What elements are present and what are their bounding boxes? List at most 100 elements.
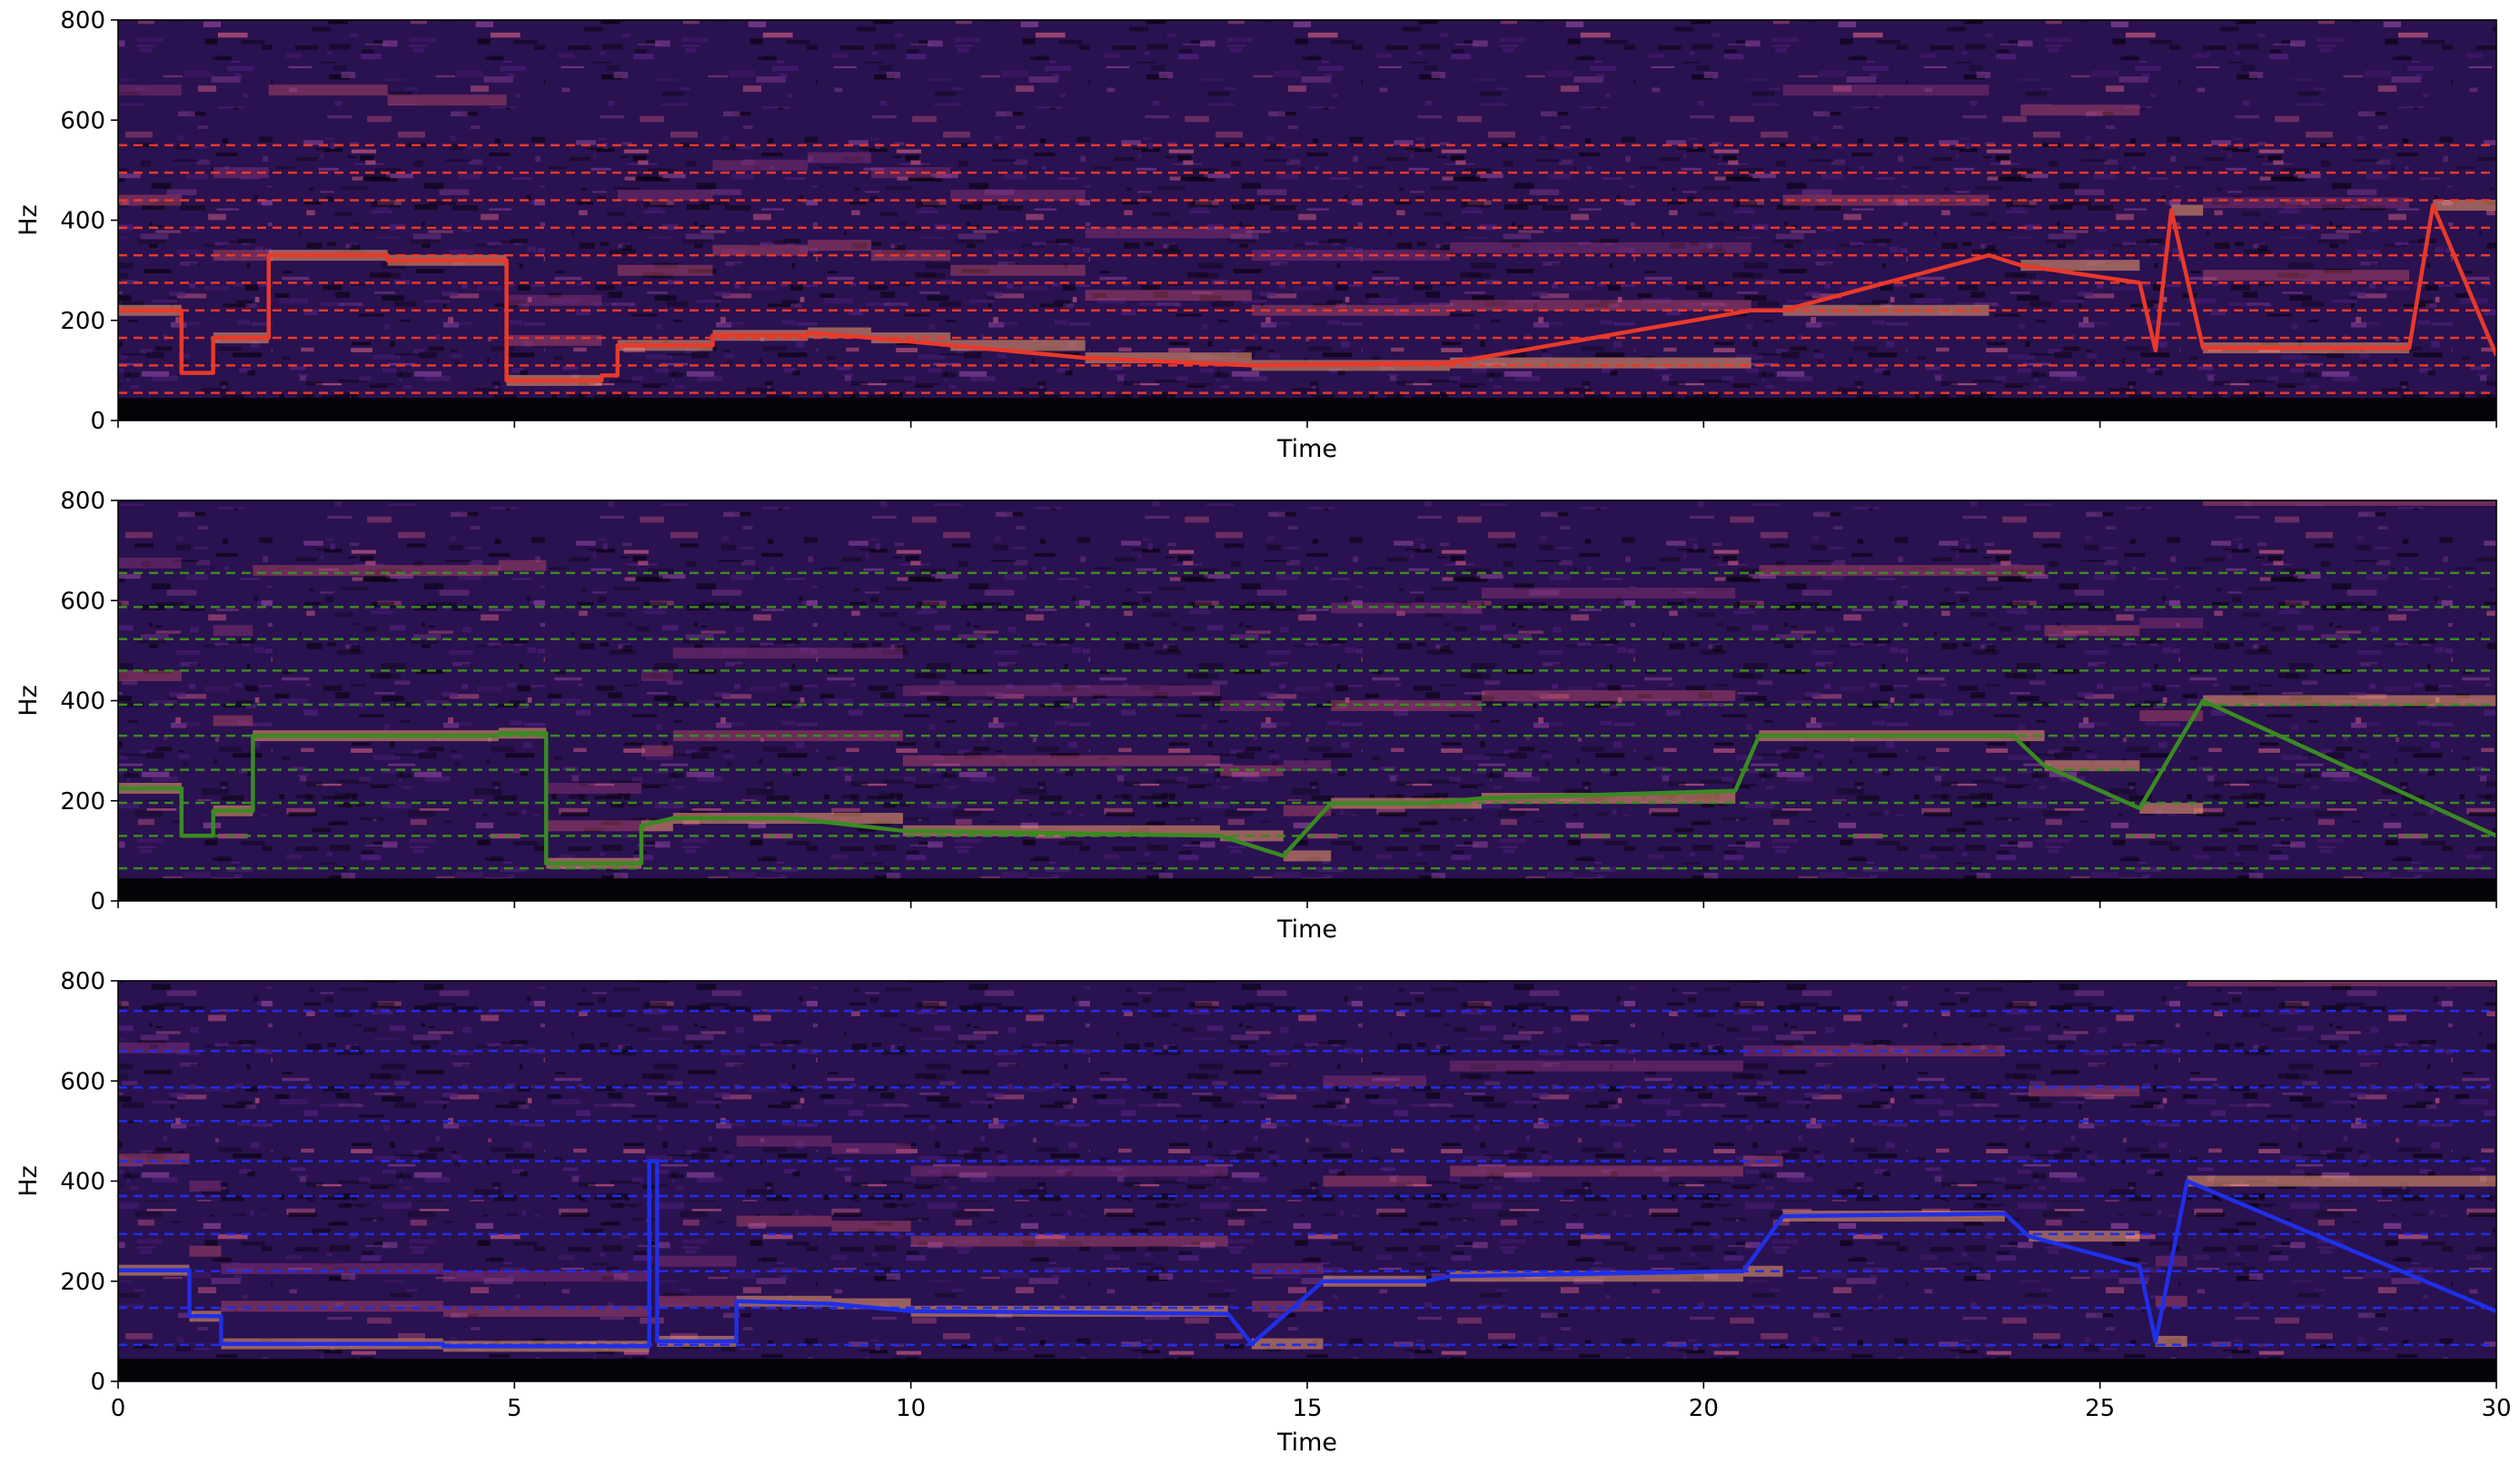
harmonic-band (2203, 270, 2338, 282)
harmonic-band (910, 1235, 1228, 1247)
harmonic-band (1323, 1075, 1426, 1087)
harmonic-band (1331, 602, 1426, 614)
harmonic-band (118, 669, 182, 681)
harmonic-band (2203, 197, 2338, 209)
y-tick-label: 800 (60, 488, 105, 515)
harmonic-band (387, 94, 507, 106)
pitch-contour-line (118, 1159, 2496, 1349)
y-tick-label: 600 (60, 588, 105, 615)
harmonic-band (910, 1165, 1228, 1177)
y-axis-label: Hz (15, 1165, 43, 1196)
harmonic-band (950, 264, 1086, 276)
harmonic-band (1450, 1165, 1743, 1177)
low-frequency-band (118, 1359, 2496, 1381)
harmonic-band (1251, 1301, 1324, 1312)
plot-area (118, 981, 2496, 1381)
panel-2: 0 200 400 600 800 Time Hz (15, 488, 2497, 944)
harmonic-band (1450, 242, 1751, 253)
x-tick-label: 0 (111, 1395, 126, 1422)
harmonic-band (808, 240, 872, 252)
harmonic-band (672, 730, 792, 742)
plot-area (118, 20, 2496, 420)
harmonic-band (712, 244, 809, 256)
harmonic-band (2203, 500, 2496, 506)
y-tick-label: 0 (90, 1369, 105, 1396)
harmonic-band (1450, 300, 1751, 312)
harmonic-band (118, 557, 182, 569)
harmonic-band (2187, 981, 2496, 986)
harmonic-band (1331, 700, 1426, 712)
harmonic-band (546, 820, 641, 832)
harmonic-band (498, 559, 547, 571)
harmonic-band (442, 1271, 650, 1282)
harmonic-band (2012, 565, 2045, 577)
spectrogram-background (118, 20, 2496, 420)
harmonic-band (2139, 803, 2204, 815)
low-frequency-band (118, 878, 2496, 901)
harmonic-band (1283, 760, 1332, 772)
harmonic-band (2203, 695, 2496, 707)
harmonic-band (617, 189, 713, 201)
harmonic-band (2044, 760, 2140, 772)
x-tick-label: 15 (1292, 1395, 1322, 1422)
harmonic-band (118, 84, 182, 96)
y-tick-label: 400 (60, 688, 105, 716)
harmonic-band (672, 648, 792, 659)
x-tick-label: 5 (507, 1395, 522, 1422)
y-axis-label: Hz (15, 685, 43, 716)
y-tick-label: 0 (90, 408, 105, 435)
y-tick-label: 800 (60, 7, 105, 35)
y-tick-label: 600 (60, 107, 105, 134)
harmonic-band (1251, 304, 1451, 316)
spectrogram-background (118, 500, 2496, 901)
x-tick-label: 10 (896, 1395, 926, 1422)
harmonic-band (617, 264, 713, 276)
harmonic-band (902, 685, 1221, 697)
harmonic-band (2337, 197, 2410, 209)
harmonic-band (2139, 710, 2204, 722)
harmonic-band (1782, 1045, 2005, 1057)
harmonic-band (2433, 199, 2496, 211)
harmonic-band (189, 1181, 222, 1192)
harmonic-band (2020, 104, 2140, 116)
harmonic-band (2044, 625, 2140, 637)
panel-1: 0 200 400 600 800 Time Hz (15, 7, 2497, 463)
harmonic-band (831, 1221, 911, 1232)
harmonic-band (1323, 1175, 1426, 1187)
harmonic-band (2139, 618, 2204, 629)
harmonic-band (1450, 1060, 1743, 1072)
y-tick-label: 400 (60, 1169, 105, 1196)
harmonic-band (2187, 1175, 2496, 1187)
x-tick-label: 25 (2085, 1395, 2115, 1422)
x-axis-label: Time (1276, 915, 1337, 944)
harmonic-band (546, 782, 641, 794)
pitch-contour-line (118, 203, 2496, 383)
harmonic-band (118, 1153, 190, 1165)
harmonic-band (213, 625, 253, 637)
harmonic-band (1450, 357, 1751, 369)
y-tick-label: 200 (60, 308, 105, 335)
y-tick-label: 400 (60, 208, 105, 235)
harmonic-band (1085, 227, 1252, 239)
harmonic-band (213, 715, 253, 727)
harmonic-band (1759, 565, 2013, 577)
pitch-contour-line (118, 698, 2496, 866)
harmonic-band (736, 1135, 832, 1147)
harmonic-band (1251, 1262, 1324, 1274)
harmonic-band (1481, 587, 1736, 598)
harmonic-band (657, 1255, 737, 1267)
y-tick-label: 800 (60, 968, 105, 995)
y-tick-label: 200 (60, 788, 105, 816)
harmonic-band (213, 250, 269, 262)
harmonic-band (213, 167, 269, 179)
harmonic-band (736, 1215, 832, 1227)
harmonic-band (2012, 730, 2045, 742)
harmonic-band (657, 1295, 737, 1307)
panel-3: 0 200 400 600 800 0 5 10 15 20 25 30 Time Hz (15, 968, 2512, 1457)
harmonic-band (2337, 270, 2410, 282)
harmonic-band (808, 152, 872, 163)
x-axis-label: Time (1276, 435, 1337, 463)
harmonic-band (1283, 850, 1332, 862)
harmonic-band (712, 159, 809, 171)
harmonic-band (640, 669, 673, 681)
